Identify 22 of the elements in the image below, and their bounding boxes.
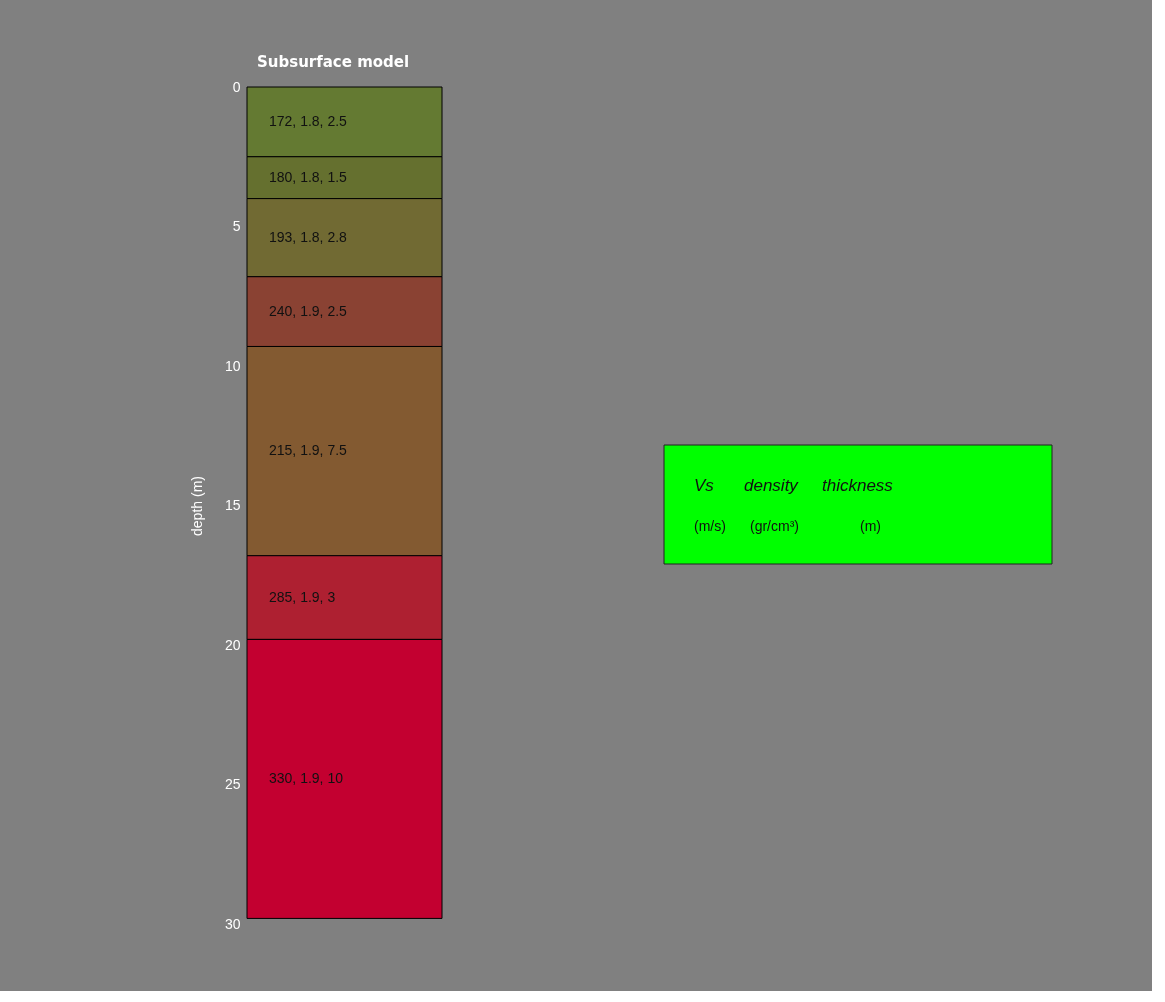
data-label: 172, 1.8, 2.5 xyxy=(269,112,348,129)
data-label: 193, 1.8, 2.8 xyxy=(269,228,348,245)
y-tick-label: 5 xyxy=(232,218,241,234)
data-label: 240, 1.9, 2.5 xyxy=(269,302,348,319)
y-tick-label: 10 xyxy=(224,357,241,374)
y-tick-label: 30 xyxy=(224,915,241,932)
y-tick-label: 0 xyxy=(232,78,241,95)
text: (gr/cm³) xyxy=(750,518,799,534)
y-axis-title: depth (m) xyxy=(188,476,205,536)
y-tick-label: 20 xyxy=(224,636,241,653)
text: (m/s) xyxy=(694,518,726,534)
data-label: 285, 1.9, 3 xyxy=(269,588,336,605)
text: (m) xyxy=(860,518,881,534)
text: thickness xyxy=(822,476,894,495)
y-tick-label: 15 xyxy=(224,497,241,513)
data-label: 330, 1.9, 10 xyxy=(269,769,344,786)
data-label: 215, 1.9, 7.5 xyxy=(269,442,348,459)
data-label: 180, 1.8, 1.5 xyxy=(269,168,348,185)
text: Vs xyxy=(694,476,715,495)
text: density xyxy=(744,476,800,495)
y-tick-label: 25 xyxy=(224,776,241,792)
chart-title: Subsurface model xyxy=(257,53,410,71)
